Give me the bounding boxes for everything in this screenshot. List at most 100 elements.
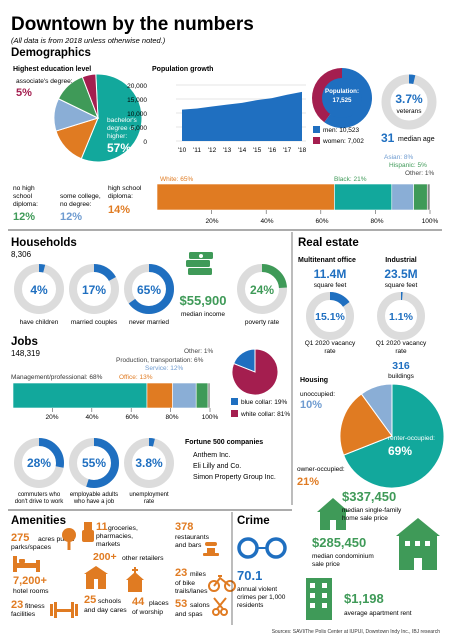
- worship-text-1: places: [149, 600, 169, 607]
- fitness-value: 23: [11, 599, 23, 611]
- crime-value: 70.1: [237, 568, 262, 583]
- salons-text-1: salons: [190, 602, 210, 609]
- associates-value-num: 5: [16, 87, 22, 99]
- demographics-heading: Demographics: [11, 47, 91, 59]
- page-subtitle: (All data is from 2018 unless otherwise …: [11, 36, 166, 45]
- retailers-value: 200+: [93, 551, 117, 563]
- jobs-count: 148,319: [11, 349, 40, 358]
- hh-children-label: have children: [20, 319, 59, 326]
- jobs-xtick: 20%: [45, 414, 58, 421]
- industrial-buildings-value: 316: [392, 360, 410, 372]
- scissors-icon: [212, 597, 228, 616]
- vacancy-donuts: [306, 292, 425, 340]
- crime-heading: Crime: [237, 515, 270, 527]
- industrial-vacancy-label-2: rate: [395, 348, 407, 355]
- page-title: Downtown by the numbers: [11, 14, 254, 35]
- groceries-text-3: markets: [96, 541, 121, 548]
- multitenant-vacancy-label-1: Q1 2020 vacancy: [305, 340, 356, 347]
- jobs-xtick: 100%: [202, 414, 219, 421]
- race-black-label: Black: 21%: [334, 176, 367, 183]
- veterans-value: 3.7%: [395, 92, 423, 106]
- associates-label: associate's degree:: [16, 78, 73, 85]
- tree-icon: [62, 528, 76, 550]
- unemployment-label-2: rate: [144, 499, 155, 505]
- commuters-ring: [14, 438, 64, 488]
- restaurant-icon: [203, 542, 219, 556]
- church-icon: [126, 567, 144, 592]
- race-other-label: Other: 1%: [405, 170, 434, 177]
- some-college-label-1: some college,: [60, 193, 101, 200]
- bullet-icon: [188, 451, 191, 457]
- jobs-xticks: 20% 40% 60% 80% 100%: [45, 414, 218, 421]
- groceries-text-2: pharmacies,: [96, 533, 133, 540]
- crime-label-3: residents: [237, 602, 264, 609]
- hotel-value: 7,200+: [13, 575, 47, 587]
- jobs-production-label: Production, transportation: 6%: [116, 357, 204, 364]
- pop-ytick-20000: 20,000: [127, 83, 147, 90]
- race-xticks: 20% 40% 60% 80% 100%: [205, 218, 438, 225]
- some-college-label-2: no degree:: [60, 201, 92, 208]
- hh-never-married-label: never married: [129, 319, 169, 326]
- housing-slice: [339, 393, 393, 456]
- white-collar-swatch: [231, 410, 238, 417]
- price-condo-label-2: sale price: [312, 561, 340, 568]
- schools-text-2: and day cares: [84, 607, 127, 614]
- employed-value: 55%: [82, 456, 106, 470]
- fortune-item: Anthem Inc.: [193, 452, 230, 459]
- parks-text-2: parks/spaces: [11, 544, 52, 551]
- collar-slice-white: [231, 348, 279, 396]
- hh-income-label: median income: [181, 311, 225, 318]
- schools-value: 25: [84, 594, 96, 606]
- multitenant-title: Multitenant office: [298, 257, 356, 264]
- bachelors-value-num: 57: [107, 141, 121, 155]
- bike-text-2: of bike: [175, 580, 195, 587]
- commuters-value: 28%: [27, 456, 51, 470]
- restaurants-value: 378: [175, 521, 193, 533]
- race-stacked-bar: [156, 183, 431, 214]
- no-hs-value: 12%: [13, 211, 35, 223]
- race-segment: [426, 183, 431, 211]
- salons-text-2: and spas: [175, 611, 203, 618]
- commuters-label-1: commuters who: [18, 492, 61, 498]
- men-legend: men: 10,523: [323, 127, 360, 134]
- groceries-value: 11: [96, 521, 108, 533]
- bachelors-value: 57%: [107, 141, 131, 155]
- associates-value: 5%: [16, 87, 32, 99]
- race-xtick: 60%: [315, 218, 328, 225]
- education-slice: [81, 73, 99, 119]
- race-hispanic-label: Hispanic: 5%: [389, 162, 427, 169]
- restaurants-text-1: restaurants: [175, 534, 210, 541]
- amenities-heading: Amenities: [11, 515, 66, 527]
- hh-poverty-ring: [237, 264, 287, 314]
- pop-xtick: '10: [178, 147, 187, 154]
- pop-ytick-15000: 15,000: [127, 97, 147, 104]
- veterans-label: veterans: [397, 108, 423, 115]
- pop-xtick: '17: [283, 147, 292, 154]
- blue-collar-swatch: [231, 398, 238, 405]
- hh-married-label: married couples: [71, 319, 118, 326]
- pop-xtick: '13: [223, 147, 232, 154]
- hotel-text: hotel rooms: [13, 588, 49, 595]
- housing-renter-label: renter-occupied:: [388, 435, 435, 442]
- price-apartment-label: average apartment rent: [344, 610, 412, 617]
- price-condo-value: $285,450: [312, 535, 366, 550]
- price-condo-label-1: median condominium: [312, 553, 374, 560]
- jobs-management-label: Management/professional: 68%: [11, 374, 103, 381]
- pop-xtick: '18: [298, 147, 307, 154]
- hh-children-value: 4%: [30, 283, 48, 297]
- real-estate-heading: Real estate: [298, 237, 359, 249]
- crime-label-1: annual violent: [237, 586, 277, 593]
- bike-text-1: miles: [190, 571, 206, 578]
- employed-label-2: who have a job: [73, 499, 115, 505]
- collar-pie: [231, 348, 279, 396]
- jobs-stacked-bar: [12, 382, 211, 412]
- unemployment-value: 3.8%: [135, 456, 163, 470]
- households-heading: Households: [11, 237, 77, 249]
- pop-ytick-5000: 5,000: [131, 125, 148, 132]
- housing-pie: [339, 383, 445, 489]
- bike-text-3: trails/lanes: [175, 588, 208, 595]
- price-apartment-value: $1,198: [344, 591, 384, 606]
- price-single-family-value: $337,450: [342, 489, 396, 504]
